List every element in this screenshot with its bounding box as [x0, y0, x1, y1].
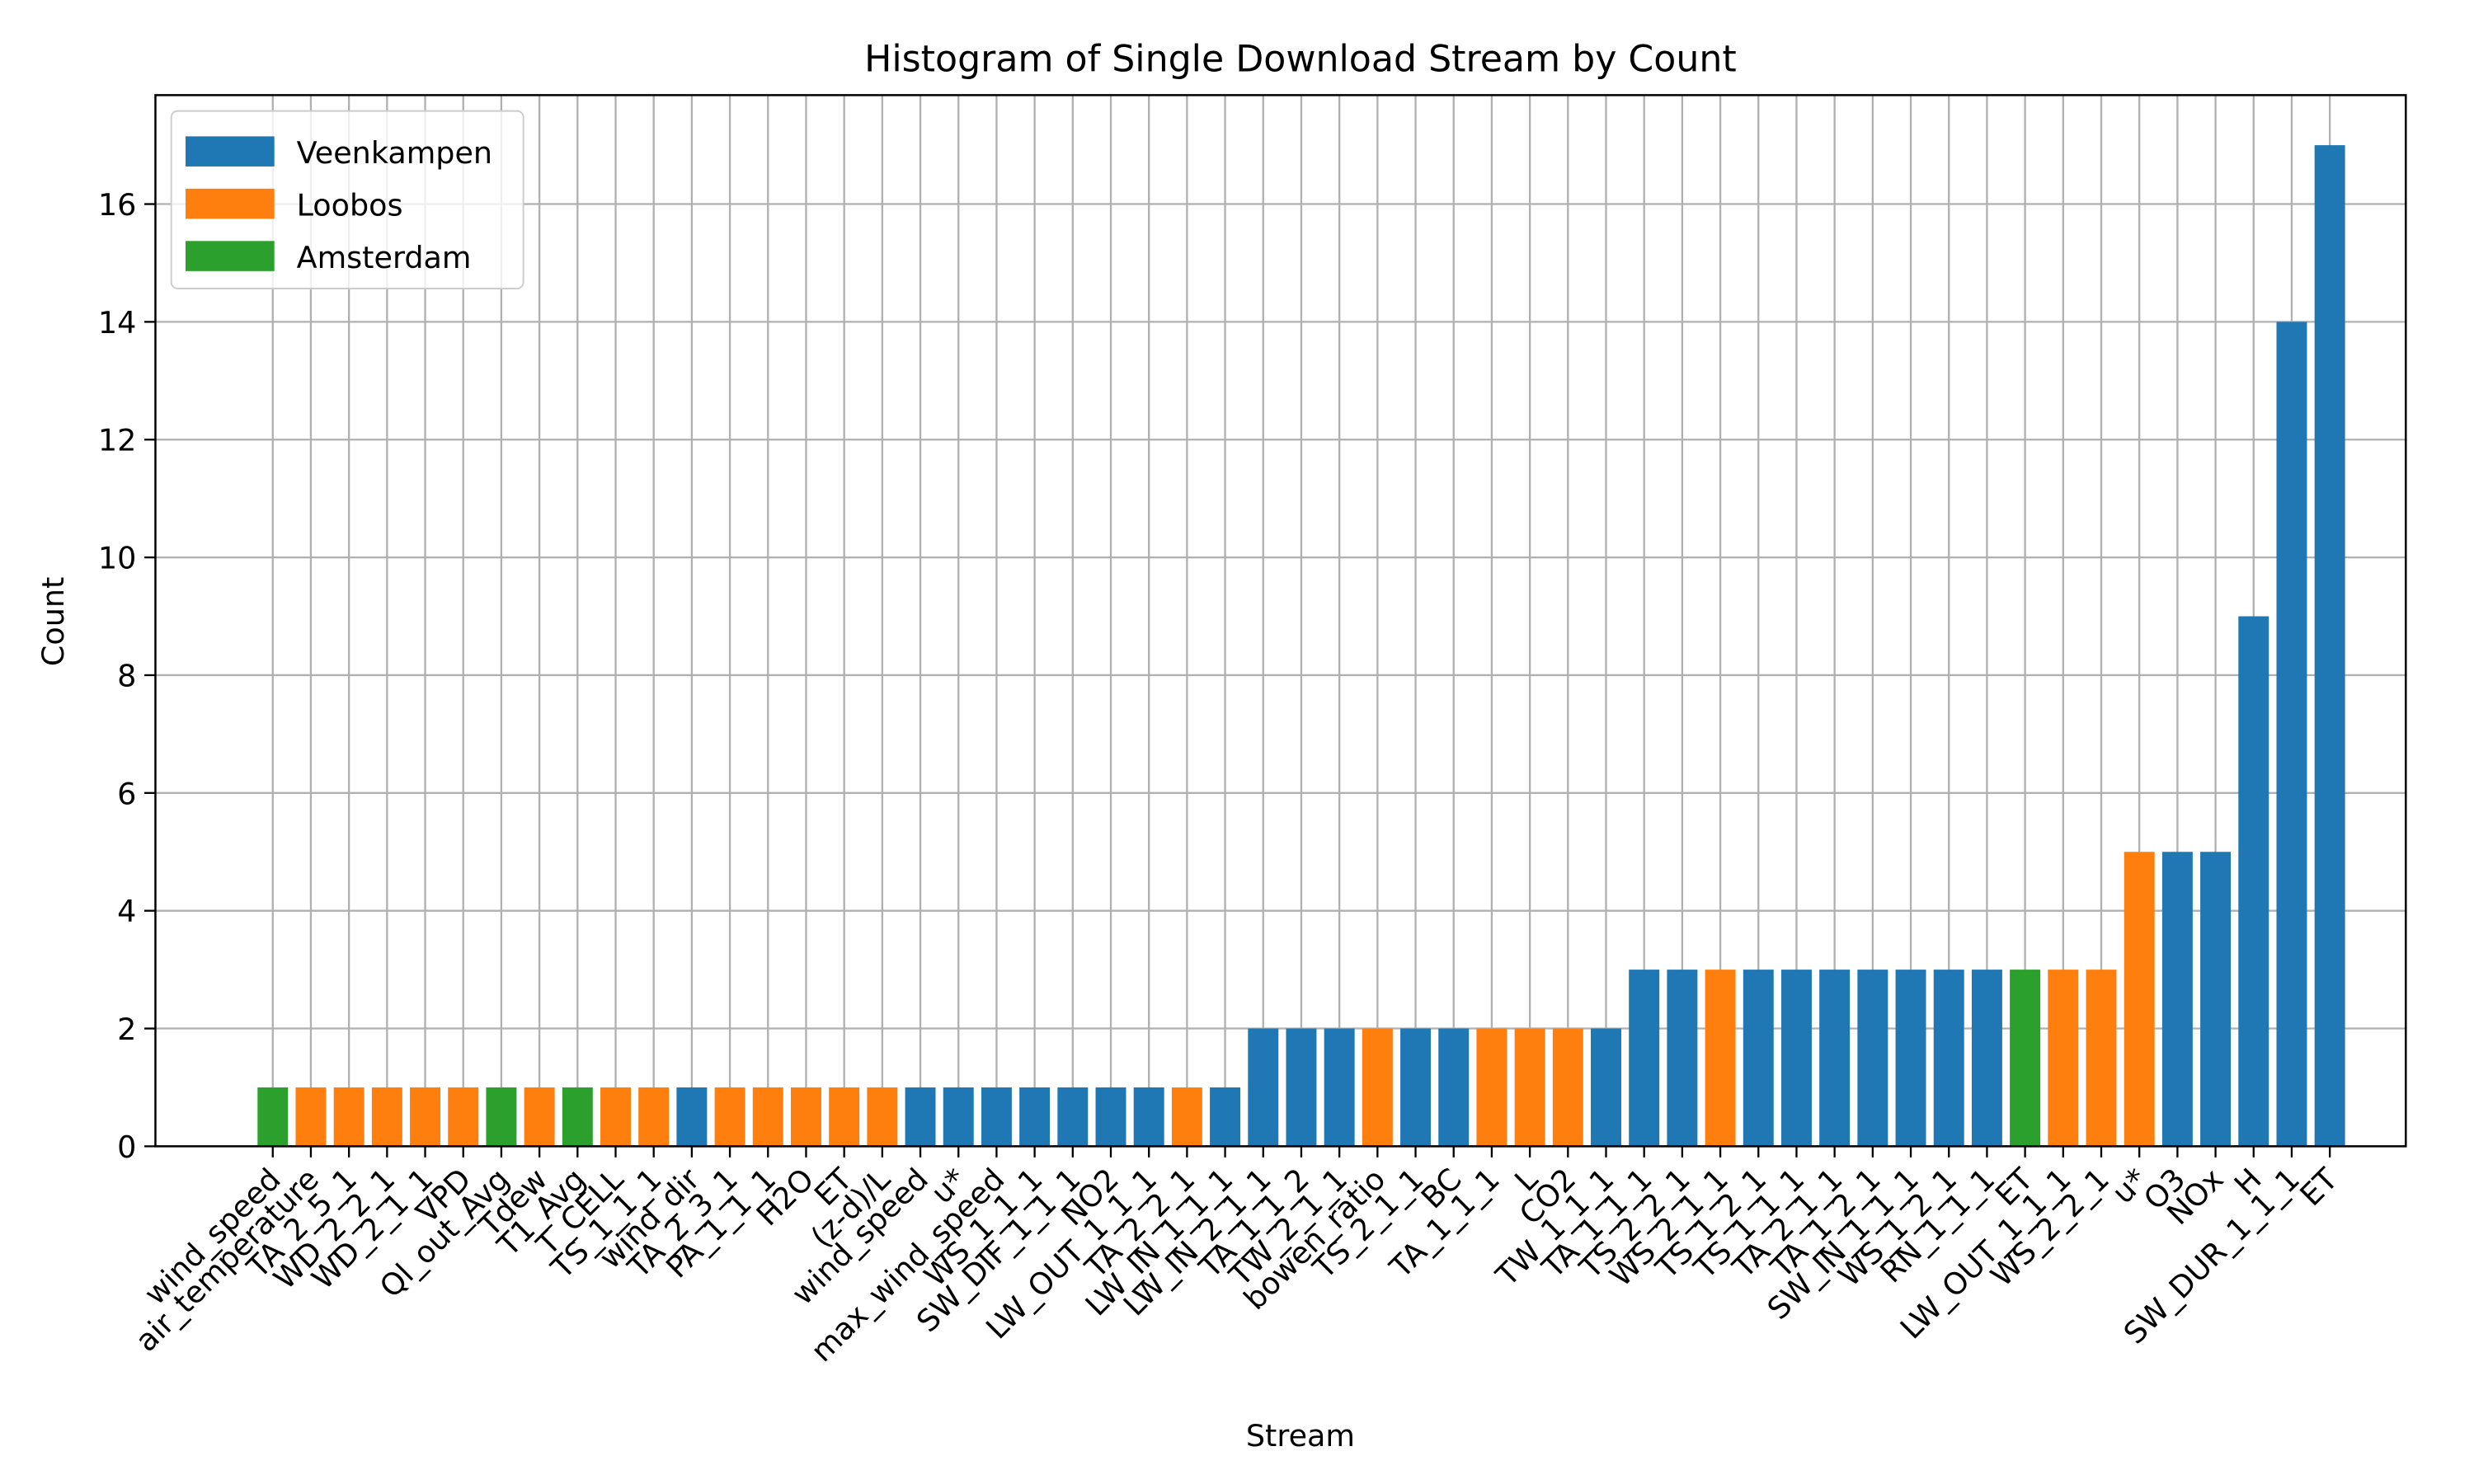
bar	[1400, 1028, 1432, 1147]
legend-swatch	[186, 136, 275, 167]
legend-label: Amsterdam	[297, 240, 472, 275]
bar	[752, 1087, 783, 1147]
bar	[1591, 1028, 1621, 1147]
bar	[867, 1087, 898, 1147]
bar	[2314, 145, 2345, 1147]
y-tick-label: 4	[117, 894, 136, 929]
bar	[829, 1087, 860, 1147]
y-tick-label: 16	[98, 187, 136, 223]
bar	[1933, 970, 1964, 1147]
bar	[371, 1087, 402, 1147]
legend-label: Veenkampen	[297, 135, 492, 171]
bar	[295, 1087, 327, 1147]
bar	[1743, 970, 1774, 1147]
bar	[486, 1087, 517, 1147]
bar	[1019, 1087, 1051, 1147]
plot-area: 0246810121416wind_speedair_temperatureTA…	[98, 94, 2407, 1369]
bar	[790, 1087, 821, 1147]
bar	[1629, 970, 1660, 1147]
bar	[1780, 970, 1812, 1147]
bar	[257, 1087, 289, 1147]
bar	[2276, 322, 2307, 1147]
y-tick-label: 0	[117, 1129, 136, 1165]
bar	[524, 1087, 555, 1147]
bar	[2161, 852, 2193, 1147]
bar	[1667, 970, 1698, 1147]
bar	[1324, 1028, 1355, 1147]
bar	[1971, 970, 2002, 1147]
bar	[1248, 1028, 1279, 1147]
bar	[1476, 1028, 1507, 1147]
y-tick-label: 2	[117, 1012, 136, 1047]
bar	[1857, 970, 1888, 1147]
bar	[2010, 970, 2041, 1147]
bar	[1705, 970, 1736, 1147]
bar	[562, 1087, 593, 1147]
legend-swatch	[186, 188, 275, 219]
legend-swatch	[186, 241, 275, 271]
bar	[1362, 1028, 1393, 1147]
bar	[1095, 1087, 1126, 1147]
bar	[1210, 1087, 1241, 1147]
bar	[905, 1087, 936, 1147]
bar	[1552, 1028, 1583, 1147]
bar	[1171, 1087, 1202, 1147]
bar	[1895, 970, 1926, 1147]
y-axis-label: Count	[35, 577, 71, 666]
y-tick-label: 14	[98, 305, 136, 340]
bar	[1514, 1028, 1545, 1147]
x-axis-label: Stream	[1246, 1418, 1355, 1453]
bar	[638, 1087, 670, 1147]
bar	[333, 1087, 365, 1147]
bar	[714, 1087, 745, 1147]
bar	[410, 1087, 441, 1147]
bar	[1438, 1028, 1470, 1147]
bar	[1057, 1087, 1089, 1147]
bar	[943, 1087, 974, 1147]
y-tick-label: 12	[98, 423, 136, 458]
chart-title: Histogram of Single Download Stream by C…	[864, 39, 1737, 81]
bar	[2124, 852, 2155, 1147]
y-tick-label: 6	[117, 776, 136, 811]
bar	[2048, 970, 2079, 1147]
bar	[981, 1087, 1012, 1147]
axes-frame	[154, 94, 2407, 1148]
y-tick-label: 8	[117, 658, 136, 693]
legend-label: Loobos	[297, 188, 403, 223]
bar	[1286, 1028, 1317, 1147]
bar	[1133, 1087, 1164, 1147]
bar	[2086, 970, 2117, 1147]
bar	[600, 1087, 631, 1147]
bar	[676, 1087, 708, 1147]
bar	[2200, 852, 2232, 1147]
y-tick-label: 10	[98, 541, 136, 576]
bar	[448, 1087, 479, 1147]
bar	[1819, 970, 1851, 1147]
bar	[2238, 616, 2269, 1147]
